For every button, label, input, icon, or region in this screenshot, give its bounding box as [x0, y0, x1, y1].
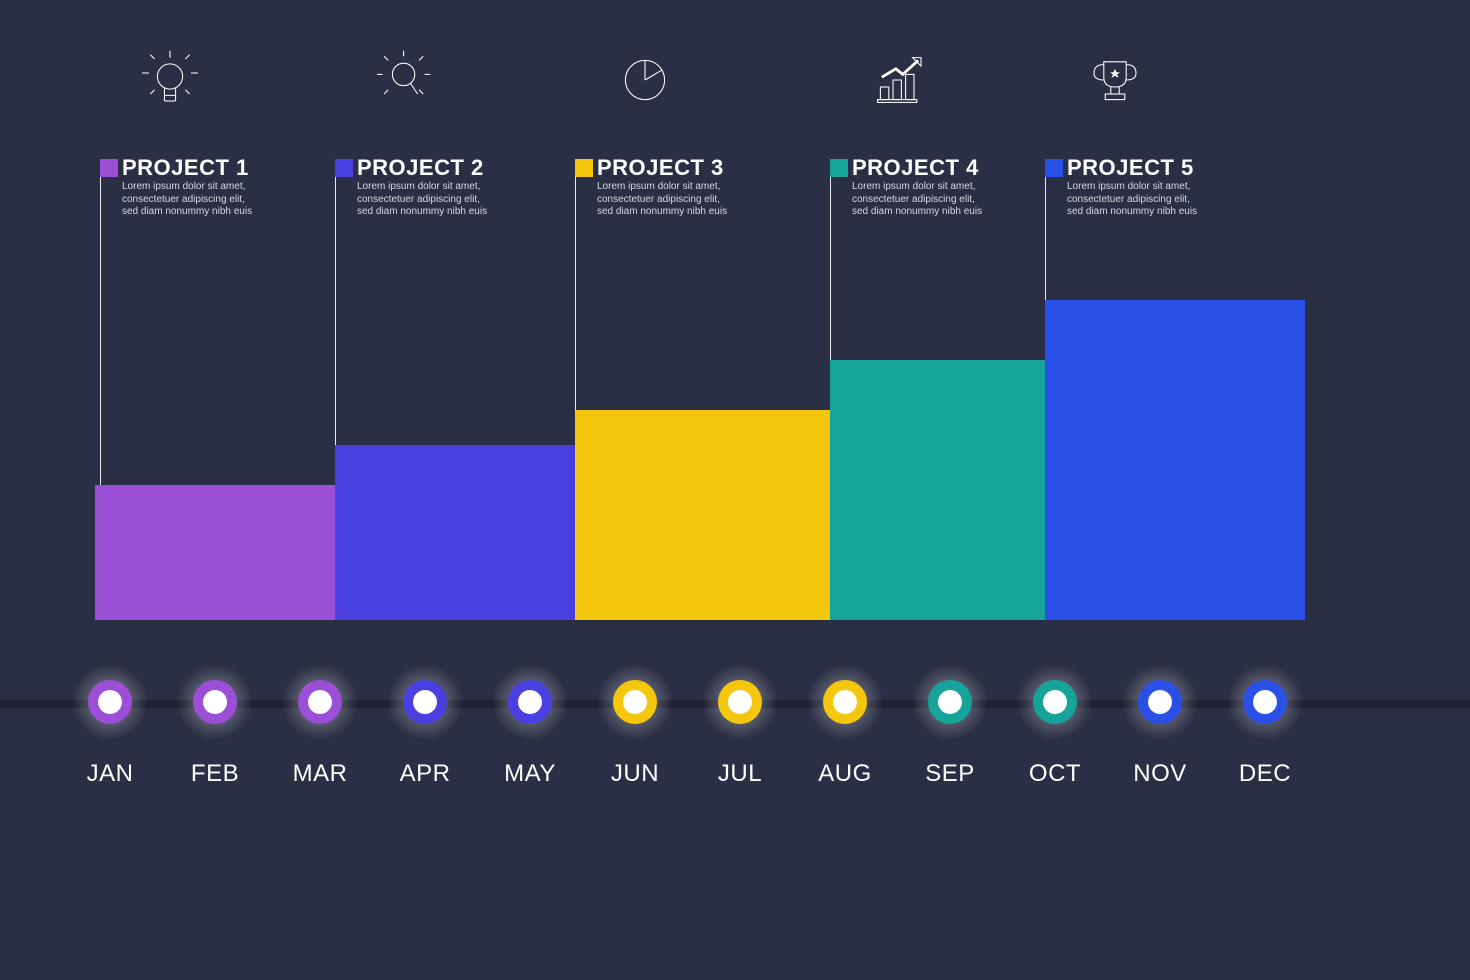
bar-project-5 [1045, 300, 1305, 620]
color-swatch-1 [100, 159, 118, 177]
bar-project-2 [335, 445, 615, 620]
timeline-dot-nov [1138, 680, 1182, 724]
timeline-dot-jan [88, 680, 132, 724]
timeline-dot-feb [193, 680, 237, 724]
timeline-dot-apr [403, 680, 447, 724]
month-label-apr: APR [385, 760, 465, 788]
month-label-may: MAY [490, 760, 570, 788]
month-label-jul: JUL [700, 760, 780, 788]
month-label-dec: DEC [1225, 760, 1305, 788]
dot-inner [728, 690, 752, 714]
magnifier-icon [355, 30, 455, 130]
color-swatch-5 [1045, 159, 1063, 177]
timeline-dot-aug [823, 680, 867, 724]
project-desc-4: Lorem ipsum dolor sit amet, consectetuer… [852, 181, 987, 219]
dot-inner [938, 690, 962, 714]
month-label-nov: NOV [1120, 760, 1200, 788]
color-swatch-3 [575, 159, 593, 177]
dot-inner [203, 690, 227, 714]
month-label-feb: FEB [175, 760, 255, 788]
month-label-oct: OCT [1015, 760, 1095, 788]
dot-inner [308, 690, 332, 714]
piechart-icon [595, 30, 695, 130]
month-label-jun: JUN [595, 760, 675, 788]
leader-line-1 [100, 160, 101, 485]
leader-line-2 [335, 160, 336, 445]
timeline-dot-mar [298, 680, 342, 724]
timeline-dot-may [508, 680, 552, 724]
dot-inner [833, 690, 857, 714]
project-desc-5: Lorem ipsum dolor sit amet, consectetuer… [1067, 181, 1202, 219]
leader-line-4 [830, 160, 831, 360]
timeline-dot-jun [613, 680, 657, 724]
project-title-3: PROJECT 3 [597, 155, 724, 181]
color-swatch-2 [335, 159, 353, 177]
project-desc-3: Lorem ipsum dolor sit amet, consectetuer… [597, 181, 732, 219]
timeline-dot-jul [718, 680, 762, 724]
dot-inner [1148, 690, 1172, 714]
project-title-1: PROJECT 1 [122, 155, 249, 181]
timeline-dot-sep [928, 680, 972, 724]
project-desc-1: Lorem ipsum dolor sit amet, consectetuer… [122, 181, 257, 219]
project-title-4: PROJECT 4 [852, 155, 979, 181]
project-desc-2: Lorem ipsum dolor sit amet, consectetuer… [357, 181, 492, 219]
month-label-jan: JAN [70, 760, 150, 788]
dot-inner [98, 690, 122, 714]
project-title-5: PROJECT 5 [1067, 155, 1194, 181]
trophy-icon [1065, 30, 1165, 130]
project-title-2: PROJECT 2 [357, 155, 484, 181]
color-swatch-4 [830, 159, 848, 177]
infographic-stage: PROJECT 1Lorem ipsum dolor sit amet, con… [0, 0, 1470, 980]
dot-inner [518, 690, 542, 714]
month-label-sep: SEP [910, 760, 990, 788]
month-label-aug: AUG [805, 760, 885, 788]
month-label-mar: MAR [280, 760, 360, 788]
timeline-dot-dec [1243, 680, 1287, 724]
lightbulb-icon [120, 30, 220, 130]
dot-inner [623, 690, 647, 714]
dot-inner [1253, 690, 1277, 714]
leader-line-3 [575, 160, 576, 410]
leader-line-5 [1045, 160, 1046, 300]
bar-project-1 [95, 485, 375, 620]
dot-inner [413, 690, 437, 714]
growth-icon [850, 30, 950, 130]
timeline-dot-oct [1033, 680, 1077, 724]
dot-inner [1043, 690, 1067, 714]
